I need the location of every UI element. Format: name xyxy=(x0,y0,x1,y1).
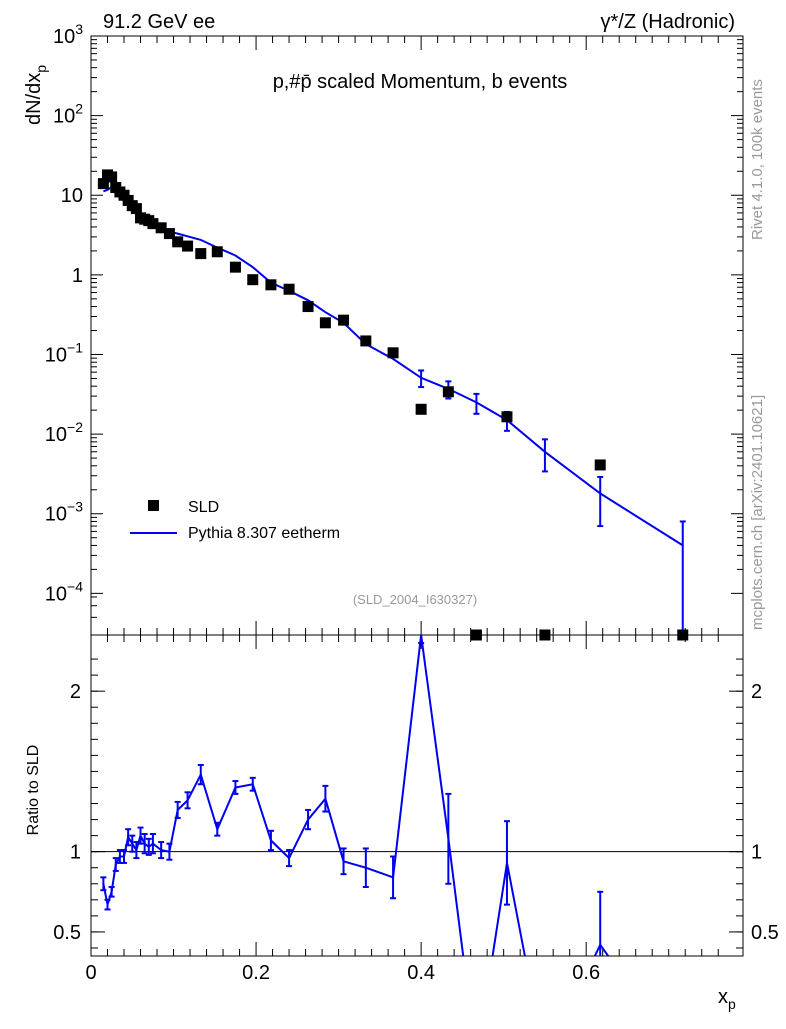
main-y-tick-base: 1 xyxy=(72,265,83,287)
main-y-tick-base: 10 xyxy=(45,344,67,366)
ratio-plot-panel: 0.5 0.5 1 1 2 2 0 0.2 0.4 0.6 Ratio to SLD xp xyxy=(25,634,779,1012)
main-y-tick-exponent: 2 xyxy=(75,101,83,117)
ratio-frame xyxy=(90,634,744,957)
sld-data-series xyxy=(97,169,689,641)
main-y-tick-label: 102 xyxy=(53,101,83,128)
sld-data-point xyxy=(97,178,109,190)
analysis-reference: (SLD_2004_I630327) xyxy=(353,592,477,607)
y-axis-title: dN/dxp xyxy=(23,65,49,125)
ratio-y-axis-title: Ratio to SLD xyxy=(25,745,42,836)
main-y-tick-exponent: −4 xyxy=(67,578,83,594)
sld-data-point xyxy=(182,240,194,252)
main-y-tick-label: 10 xyxy=(61,185,83,207)
sld-data-point xyxy=(155,222,167,234)
main-y-tick-base: 10 xyxy=(45,583,67,605)
x-tick-label: 0.2 xyxy=(242,962,270,984)
sld-data-point xyxy=(338,314,350,326)
x-tick-label: 0 xyxy=(85,962,96,984)
main-y-tick-label: 103 xyxy=(53,21,83,48)
sld-data-point xyxy=(163,228,175,240)
sld-data-point xyxy=(195,248,207,260)
sld-data-point xyxy=(594,459,606,471)
main-y-tick-label: 10−2 xyxy=(45,419,83,446)
sld-data-point xyxy=(147,218,159,230)
x-tick-label: 0.4 xyxy=(407,962,435,984)
process-label: γ*/Z (Hadronic) xyxy=(601,11,735,33)
main-y-tick-exponent: 3 xyxy=(75,21,83,37)
main-y-tick-base: 10 xyxy=(53,26,75,48)
sld-data-point xyxy=(387,347,399,359)
sld-data-point xyxy=(442,386,454,398)
main-y-tick-label: 1 xyxy=(72,265,83,287)
ratio-y-tick-label: 1 xyxy=(70,842,81,864)
y-axis-title-main: dN/dxp xyxy=(23,65,49,125)
legend-sld-marker xyxy=(148,500,159,511)
x-tick-label: 0.6 xyxy=(572,962,600,984)
main-y-tick-exponent: −3 xyxy=(67,499,83,515)
ratio-y-tick-label-right: 1 xyxy=(751,842,762,864)
sld-data-point xyxy=(172,236,184,248)
x-axis-title: xp xyxy=(718,986,736,1012)
main-frame xyxy=(90,35,744,636)
main-y-tick-label: 10−4 xyxy=(45,578,83,605)
ratio-y-tick-label-right: 2 xyxy=(751,681,762,703)
mc-series-main xyxy=(103,185,686,636)
sld-data-point xyxy=(211,246,223,258)
ratio-y-tick-label: 2 xyxy=(70,681,81,703)
energy-label: 91.2 GeV ee xyxy=(103,11,215,33)
sld-data-point xyxy=(283,283,295,295)
mc-series-ratio xyxy=(100,635,610,956)
main-y-tick-exponent: −1 xyxy=(67,339,83,355)
y-axis-title-text: dN/dxp xyxy=(23,65,49,125)
ratio-x-axis: 0 0.2 0.4 0.6 xyxy=(85,635,719,984)
ratio-y-tick-label: 0.5 xyxy=(53,922,81,944)
plot-title: p,#p̄ scaled Momentum, b events xyxy=(273,71,568,93)
sld-data-point xyxy=(130,203,142,215)
rivet-label: Rivet 4.1.0, 100k events xyxy=(749,79,766,240)
mcplots-label: mcplots.cern.ch [arXiv:2401.10621] xyxy=(749,395,766,630)
main-y-tick-base: 10 xyxy=(53,106,75,128)
sld-data-point xyxy=(106,171,118,183)
ratio-y-tick-label-right: 0.5 xyxy=(751,922,779,944)
sld-data-point xyxy=(265,279,277,291)
sld-data-point xyxy=(360,335,372,347)
sld-data-point xyxy=(302,301,314,313)
legend: SLD Pythia 8.307 eetherm xyxy=(130,499,340,542)
main-y-tick-base: 10 xyxy=(45,424,67,446)
main-y-tick-base: 10 xyxy=(45,504,67,526)
main-y-tick-label: 10−1 xyxy=(45,339,83,366)
sld-data-point xyxy=(501,411,513,423)
y-axis-title-base: dN/dx xyxy=(23,73,45,125)
main-y-tick-label: 10−3 xyxy=(45,499,83,526)
main-y-tick-base: 10 xyxy=(61,185,83,207)
sld-data-point xyxy=(229,261,241,273)
ratio-series-group xyxy=(100,635,610,956)
legend-sld-label: SLD xyxy=(188,499,219,516)
y-axis-title-subscript: p xyxy=(33,65,49,73)
sld-data-point xyxy=(319,317,331,329)
sld-data-point xyxy=(415,403,427,415)
main-y-tick-exponent: −2 xyxy=(67,419,83,435)
ratio-y-axis: 0.5 0.5 1 1 2 2 xyxy=(53,658,779,949)
main-x-ticks xyxy=(90,36,719,635)
sld-data-point xyxy=(247,274,259,286)
legend-mc-label: Pythia 8.307 eetherm xyxy=(188,525,340,542)
